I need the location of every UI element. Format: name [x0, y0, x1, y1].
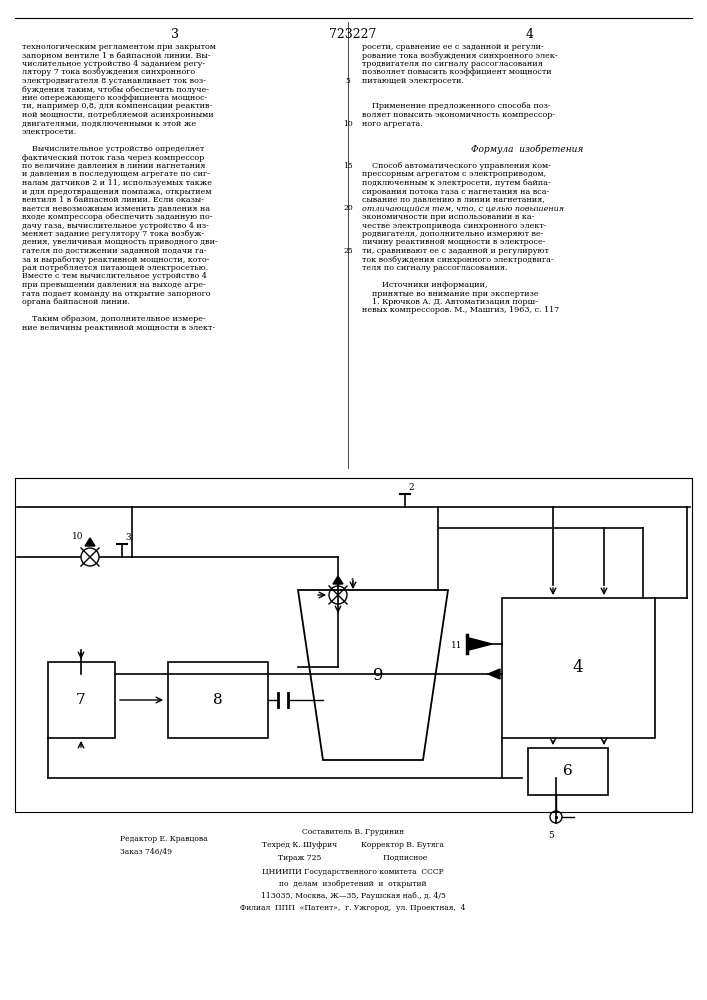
Text: 113035, Москва, Ж—35, Раушская наб., д. 4/5: 113035, Москва, Ж—35, Раушская наб., д. … [261, 892, 445, 900]
Text: 2: 2 [408, 483, 414, 492]
Text: буждения таким, чтобы обеспечить получе-: буждения таким, чтобы обеспечить получе- [22, 86, 209, 94]
Text: фактический поток газа через компрессор: фактический поток газа через компрессор [22, 153, 204, 161]
Text: 10: 10 [343, 119, 353, 127]
Text: экономичности при использовании в ка-: экономичности при использовании в ка- [362, 213, 534, 221]
Text: электросети.: электросети. [22, 128, 77, 136]
Text: сирования потока газа с нагнетания на вса-: сирования потока газа с нагнетания на вс… [362, 188, 549, 196]
Text: 723227: 723227 [329, 28, 377, 41]
Text: росети, сравнение ее с заданной и регули-: росети, сравнение ее с заданной и регули… [362, 43, 544, 51]
Text: меняет задание регулятору 7 тока возбуж-: меняет задание регулятору 7 тока возбуж- [22, 230, 204, 238]
Text: органа байпасной линии.: органа байпасной линии. [22, 298, 130, 306]
Text: технологическим регламентом при закрытом: технологическим регламентом при закрытом [22, 43, 216, 51]
Text: налам датчиков 2 и 11, используемых также: налам датчиков 2 и 11, используемых такж… [22, 179, 212, 187]
Text: невых компрессоров. М., Машгиз, 1963, с. 117: невых компрессоров. М., Машгиз, 1963, с.… [362, 306, 559, 314]
Text: двигателями, подключенными к этой же: двигателями, подключенными к этой же [22, 119, 196, 127]
Text: за и выработку реактивной мощности, кото-: за и выработку реактивной мощности, кото… [22, 255, 209, 263]
Text: личину реактивной мощности в электросе-: личину реактивной мощности в электросе- [362, 238, 546, 246]
Bar [48, 662, 115, 738]
Text: 1: 1 [350, 578, 356, 587]
Text: ти, например 0,8, для компенсации реактив-: ти, например 0,8, для компенсации реакти… [22, 103, 212, 110]
Text: лятору 7 тока возбуждения синхронного: лятору 7 тока возбуждения синхронного [22, 68, 195, 77]
Text: Тираж 725                          Подписное: Тираж 725 Подписное [279, 854, 428, 862]
Text: 11: 11 [450, 642, 462, 650]
Text: 3: 3 [171, 28, 179, 41]
Bar [168, 662, 268, 738]
Text: 5: 5 [346, 77, 351, 85]
Text: теля по сигналу рассогласования.: теля по сигналу рассогласования. [362, 264, 508, 272]
Text: воляет повысить экономичность компрессор-: воляет повысить экономичность компрессор… [362, 111, 555, 119]
Text: Филиал  ППП  «Патент»,  г. Ужгород,  ул. Проектная,  4: Филиал ППП «Патент», г. Ужгород, ул. Про… [240, 904, 466, 912]
Text: Техред К. Шуфрич          Корректор В. Бутяга: Техред К. Шуфрич Корректор В. Бутяга [262, 841, 444, 849]
Text: при превышении давления на выходе агре-: при превышении давления на выходе агре- [22, 281, 206, 289]
Text: ние опережающего коэффициента мощнос-: ние опережающего коэффициента мощнос- [22, 94, 207, 102]
Text: Формула  изобретения: Формула изобретения [471, 145, 583, 154]
Text: электродвигателя 8 устанавливает ток воз-: электродвигателя 8 устанавливает ток воз… [22, 77, 206, 85]
Text: дачу газа, вычислительное устройство 4 из-: дачу газа, вычислительное устройство 4 и… [22, 222, 209, 230]
Text: гата подает команду на открытие запорного: гата подает команду на открытие запорног… [22, 290, 211, 298]
Text: подключенным к электросети, путем байпа-: подключенным к электросети, путем байпа- [362, 179, 551, 187]
Text: ток возбуждения синхронного электродвига-: ток возбуждения синхронного электродвига… [362, 255, 554, 263]
Text: родвигателя, дополнительно измеряют ве-: родвигателя, дополнительно измеряют ве- [362, 230, 544, 238]
Text: вается невозможным изменить давления на: вается невозможным изменить давления на [22, 205, 210, 213]
Text: принятые во внимание при экспертизе: принятые во внимание при экспертизе [362, 290, 539, 298]
Text: ного агрегата.: ного агрегата. [362, 119, 423, 127]
Text: отличающийся тем, что, с целью повышения: отличающийся тем, что, с целью повышения [362, 205, 564, 213]
Text: 10: 10 [72, 532, 83, 541]
Text: 7: 7 [76, 693, 86, 707]
Text: Источники информации,: Источники информации, [362, 281, 488, 289]
Text: 3: 3 [125, 533, 131, 542]
Text: Таким образом, дополнительное измере-: Таким образом, дополнительное измере- [22, 315, 206, 323]
Text: по  делам  изобретений  и  открытий: по делам изобретений и открытий [279, 880, 427, 888]
Text: гателя по достижении заданной подачи га-: гателя по достижении заданной подачи га- [22, 247, 206, 255]
Text: ние величины реактивной мощности в элект-: ние величины реактивной мощности в элект… [22, 324, 215, 332]
Text: прессорным агрегатом с электроприводом,: прессорным агрегатом с электроприводом, [362, 170, 546, 178]
Text: 1. Крючков А. Д. Автоматизация порш-: 1. Крючков А. Д. Автоматизация порш- [362, 298, 538, 306]
Bar [502, 598, 655, 738]
Text: Составитель В. Грудинин: Составитель В. Грудинин [302, 828, 404, 836]
Text: честве электропривода синхронного элект-: честве электропривода синхронного элект- [362, 222, 547, 230]
Text: дения, увеличивая мощность приводного дви-: дения, увеличивая мощность приводного дв… [22, 238, 218, 246]
Text: 9: 9 [373, 666, 383, 684]
Text: входе компрессора обеспечить заданную по-: входе компрессора обеспечить заданную по… [22, 213, 213, 221]
Text: и для предотвращения помпажа, открытием: и для предотвращения помпажа, открытием [22, 188, 211, 196]
Text: позволяет повысить коэффициент мощности: позволяет повысить коэффициент мощности [362, 68, 551, 77]
Text: и давления в последующем агрегате по сиг-: и давления в последующем агрегате по сиг… [22, 170, 210, 178]
Text: Способ автоматического управления ком-: Способ автоматического управления ком- [362, 162, 551, 170]
Text: Редактор Е. Кравцова: Редактор Е. Кравцова [120, 835, 208, 843]
Text: ной мощности, потребляемой асинхронными: ной мощности, потребляемой асинхронными [22, 111, 214, 119]
Text: рая потребляется питающей электросетью.: рая потребляется питающей электросетью. [22, 264, 208, 272]
Text: 15: 15 [343, 162, 353, 170]
Text: по величине давления в линии нагнетания: по величине давления в линии нагнетания [22, 162, 206, 170]
Text: 25: 25 [343, 247, 353, 255]
Text: 4: 4 [573, 660, 583, 676]
Text: сывание по давлению в линии нагнетания,: сывание по давлению в линии нагнетания, [362, 196, 545, 204]
Polygon shape [469, 638, 492, 650]
Text: рование тока возбуждения синхронного элек-: рование тока возбуждения синхронного эле… [362, 51, 558, 60]
Text: Применение предложенного способа поз-: Применение предложенного способа поз- [362, 103, 551, 110]
Text: Вычислительное устройство определяет: Вычислительное устройство определяет [22, 145, 204, 153]
Polygon shape [333, 576, 343, 584]
Text: 5: 5 [548, 831, 554, 840]
Text: Вместе с тем вычислительное устройство 4: Вместе с тем вычислительное устройство 4 [22, 272, 207, 280]
Text: Заказ 746/49: Заказ 746/49 [120, 848, 172, 856]
Text: тродвигателя по сигналу рассогласования: тродвигателя по сигналу рассогласования [362, 60, 543, 68]
Text: ти, сравнивают ее с заданной и регулируют: ти, сравнивают ее с заданной и регулирую… [362, 247, 549, 255]
Text: ЦНИИПИ Государственного комитета  СССР: ЦНИИПИ Государственного комитета СССР [262, 868, 444, 876]
Text: запорном вентиле 1 в байпасной линии. Вы-: запорном вентиле 1 в байпасной линии. Вы… [22, 51, 211, 60]
Polygon shape [85, 538, 95, 546]
Bar [528, 748, 608, 795]
Text: 8: 8 [214, 693, 223, 707]
Text: питающей электросети.: питающей электросети. [362, 77, 464, 85]
Polygon shape [488, 669, 500, 679]
Text: 6: 6 [563, 764, 573, 778]
Text: 20: 20 [343, 205, 353, 213]
Text: вентиля 1 в байпасной линии. Если оказы-: вентиля 1 в байпасной линии. Если оказы- [22, 196, 204, 204]
Text: 4: 4 [526, 28, 534, 41]
Text: числительное устройство 4 заданием регу-: числительное устройство 4 заданием регу- [22, 60, 205, 68]
